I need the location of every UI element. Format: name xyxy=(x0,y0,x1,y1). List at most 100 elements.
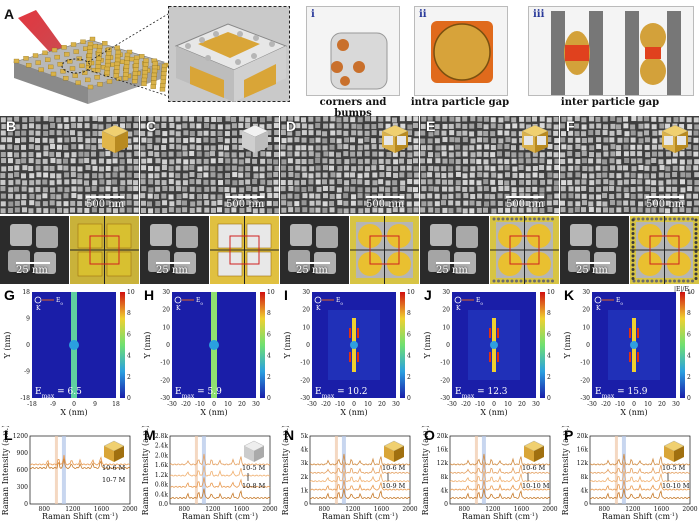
raman-spectrum-trace xyxy=(449,471,550,483)
y-tick-label: 600 xyxy=(17,467,29,474)
raman-spectrum-trace xyxy=(589,480,691,491)
x-tick-label: 10 xyxy=(504,401,512,408)
x-tick-label: 1600 xyxy=(654,506,669,513)
y-tick-label: 5k xyxy=(301,433,309,440)
inset-i: i xyxy=(306,6,400,96)
raman-spectrum-trace xyxy=(449,480,551,491)
y-tick-label: 1k xyxy=(301,487,309,494)
panel-label: N xyxy=(284,427,294,443)
inter-gap-icon xyxy=(551,11,681,95)
colorbar-tick: 8 xyxy=(687,310,691,317)
x-axis-label: X (nm) xyxy=(60,408,87,417)
panel-label: J xyxy=(424,287,432,303)
y-tick-label: 20k xyxy=(437,433,449,440)
y-tick-label: 2.0k xyxy=(155,452,169,459)
y-tick-label: 0 xyxy=(306,342,310,349)
x-axis-label: X (nm) xyxy=(620,408,647,417)
y-tick-label: 0 xyxy=(444,501,448,508)
scale-bar: 500 nm xyxy=(366,196,404,210)
y-tick-label: 4k xyxy=(441,487,449,494)
y-tick-label: -10 xyxy=(300,360,310,367)
cube-model-icon xyxy=(103,440,125,462)
x-tick-label: 20 xyxy=(378,401,386,408)
sem-zoom-image xyxy=(560,216,629,284)
x-tick-label: -18 xyxy=(27,401,37,408)
y-axis-label: Raman Intensity (a.u.) xyxy=(421,426,430,515)
cube-model-icon xyxy=(243,440,265,462)
concentration-high: 10-6 M xyxy=(102,464,126,472)
colorbar-tick: 10 xyxy=(547,289,555,296)
x-tick-label: 1600 xyxy=(234,506,249,513)
field-hotspot xyxy=(349,352,351,362)
x-tick-label: 800 xyxy=(39,506,51,513)
y-axis-label: Raman Intensity (a.u.) xyxy=(141,426,150,515)
polarization-icon xyxy=(34,296,42,304)
x-tick-label: -10 xyxy=(195,401,205,408)
colorbar-tick: 10 xyxy=(687,289,695,296)
raman-spectrum-trace xyxy=(589,462,691,474)
x-tick-label: -20 xyxy=(321,401,331,408)
corner-bumps-icon xyxy=(330,32,388,90)
y-tick-label: 900 xyxy=(17,450,29,457)
inset-caption: corners and bumps xyxy=(319,97,387,119)
scale-bar-label: 25 nm xyxy=(16,265,48,276)
y-tick-label: 0.8k xyxy=(155,482,169,489)
sem-zoom-image xyxy=(280,216,349,284)
panel-label: O xyxy=(424,427,435,443)
simulation-model xyxy=(350,216,419,284)
y-tick-label: 16k xyxy=(577,447,589,454)
panel-label: I xyxy=(284,287,288,303)
simulation-model xyxy=(490,216,559,284)
raman-spectra: L 0 300 600 900 1200 800 1200 1600 2000 Raman Shif… xyxy=(1,426,698,521)
field-hotspot xyxy=(497,352,499,362)
y-tick-label: 10 xyxy=(162,324,170,331)
raman-panel-o: O 0 4k 8k 12k 16k 20k 800 1200 1600 2000 Raman Shif… xyxy=(421,426,558,521)
x-tick-label: 1200 xyxy=(625,506,640,513)
y-tick-label: -30 xyxy=(300,395,310,402)
y-tick-label: -20 xyxy=(440,377,450,384)
y-tick-label: 20 xyxy=(582,307,590,314)
x-tick-label: 10 xyxy=(644,401,652,408)
y-tick-label: -20 xyxy=(160,377,170,384)
colorbar-tick: 8 xyxy=(407,310,411,317)
x-tick-label: 9 xyxy=(93,401,97,408)
raman-panel-m: M 0.0 0.4k 0.8k 1.2k 1.6k 2.0k 2.4k 2.8k 800 1200 1… xyxy=(141,426,278,521)
concentration-low: 10-9 M xyxy=(382,482,406,490)
colorbar-tick: 6 xyxy=(687,331,691,338)
concentration-high: 10-5 M xyxy=(242,464,266,472)
panel-label-f: F xyxy=(566,118,575,134)
scale-bar: 25 nm xyxy=(16,262,50,276)
inset-numeral: i xyxy=(311,9,315,20)
y-tick-label: 10 xyxy=(582,324,590,331)
scale-bar-label: 25 nm xyxy=(296,265,328,276)
cube-model-icon xyxy=(518,122,552,156)
x-axis-label: X (nm) xyxy=(200,408,227,417)
emax-value: Emax = 15.9 xyxy=(595,387,648,400)
x-axis-label: X (nm) xyxy=(480,408,507,417)
y-axis-label: Raman Intensity (a.u.) xyxy=(561,426,570,515)
y-tick-label: -30 xyxy=(440,395,450,402)
x-tick-label: 2000 xyxy=(542,506,557,513)
colorbar-tick: 10 xyxy=(127,289,135,296)
y-tick-label: 30 xyxy=(582,289,590,296)
colorbar xyxy=(540,292,545,398)
y-tick-label: 18 xyxy=(22,289,30,296)
field-hotspot xyxy=(489,328,491,338)
colorbar-tick: 8 xyxy=(267,310,271,317)
y-tick-label: -30 xyxy=(160,395,170,402)
concentration-high: 10-6 M xyxy=(382,464,406,472)
peak-highlight xyxy=(621,436,626,504)
raman-spectrum-trace xyxy=(169,465,270,477)
panel-label: P xyxy=(564,427,573,443)
polarization-icon xyxy=(594,296,602,304)
field-hotspot xyxy=(629,352,631,362)
x-tick-label: 30 xyxy=(252,401,260,408)
legend-k: K xyxy=(176,305,181,312)
colorbar-tick: 4 xyxy=(407,353,411,360)
scale-bar: 25 nm xyxy=(436,262,470,276)
colorbar-tick: 8 xyxy=(127,310,131,317)
x-tick-label: -20 xyxy=(461,401,471,408)
